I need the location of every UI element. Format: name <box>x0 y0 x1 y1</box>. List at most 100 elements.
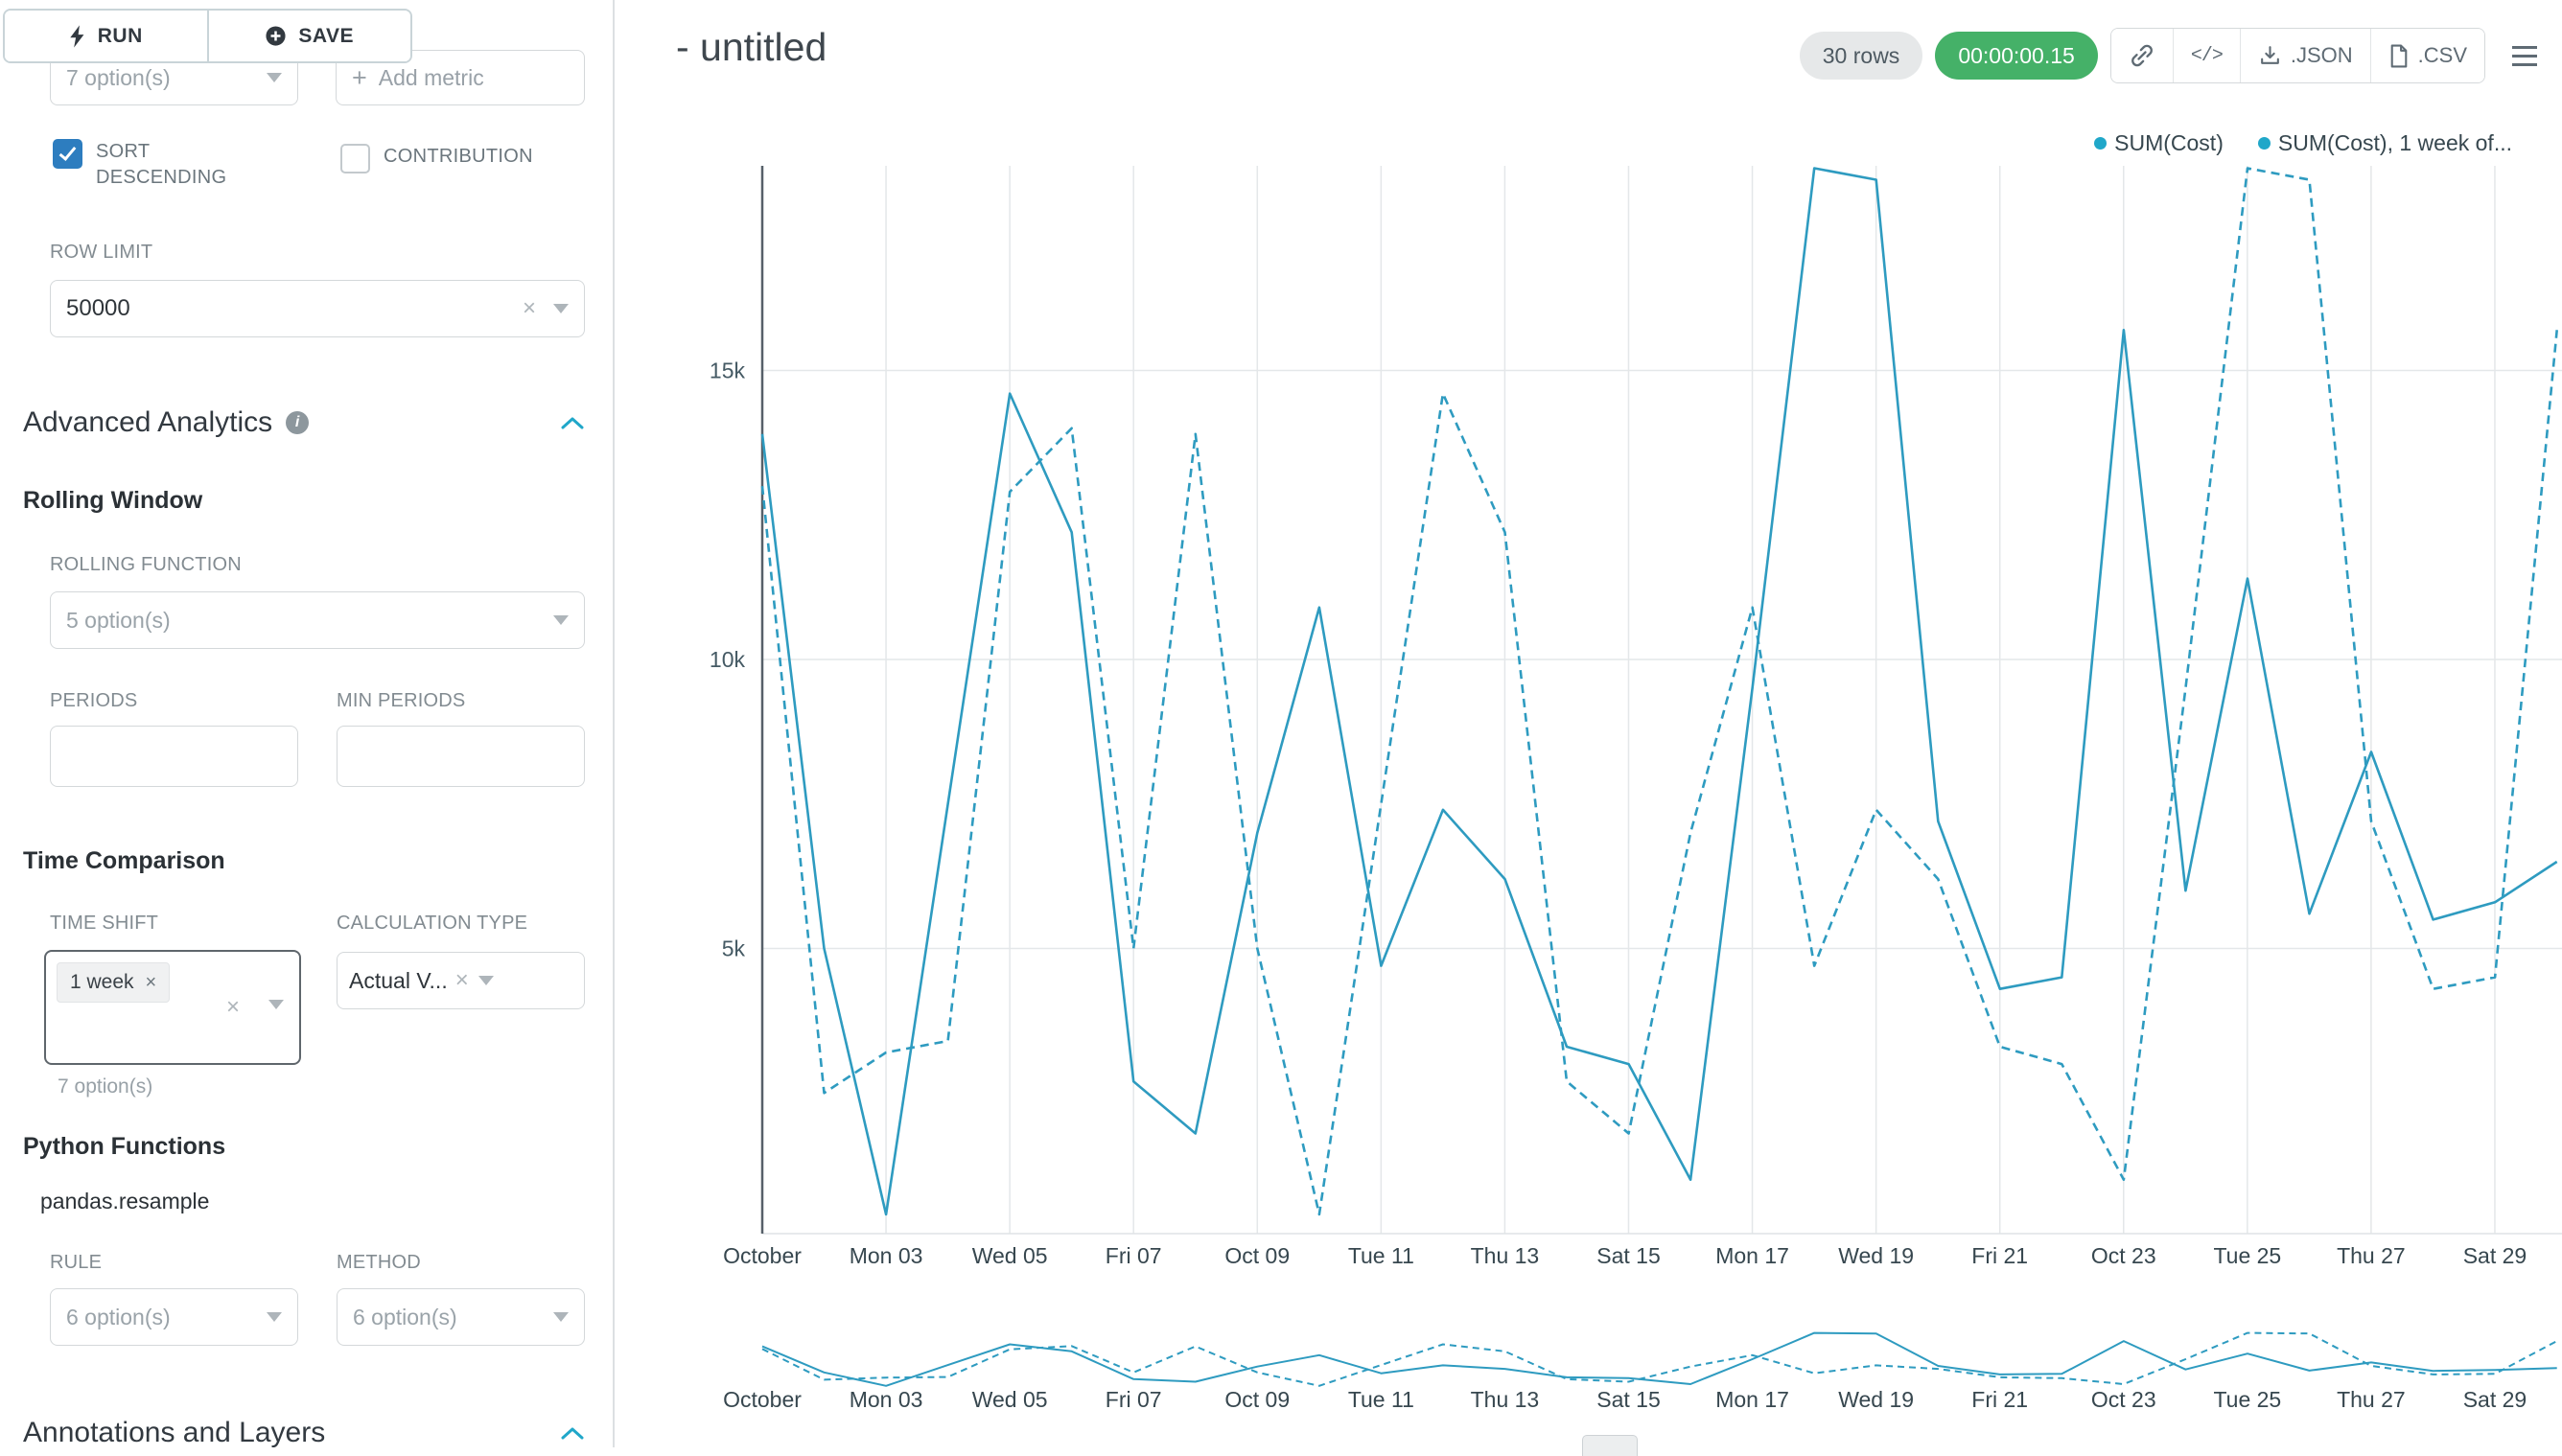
export-json-label: .JSON <box>2290 43 2353 67</box>
row-limit-select[interactable]: 50000 × <box>50 280 585 337</box>
chart-title[interactable]: - untitled <box>676 25 827 69</box>
python-functions-title: Python Functions <box>23 1133 226 1160</box>
svg-text:Wed 19: Wed 19 <box>1838 1387 1914 1412</box>
plus-icon: + <box>352 62 367 92</box>
time-shift-tag-label: 1 week <box>70 971 134 993</box>
svg-text:Thu 27: Thu 27 <box>2337 1243 2406 1268</box>
sort-descending-control: SORT DESCENDING <box>53 139 292 191</box>
svg-text:Oct 09: Oct 09 <box>1224 1387 1290 1412</box>
clear-icon[interactable]: × <box>454 967 469 993</box>
caret-down-icon[interactable] <box>553 615 569 625</box>
remove-tag-icon[interactable]: × <box>145 972 157 993</box>
hamburger-icon <box>2512 54 2537 58</box>
embed-code-button[interactable]: </> <box>2172 29 2240 82</box>
check-icon <box>58 143 77 161</box>
legend-item-sum-cost[interactable]: SUM(Cost) <box>2094 130 2224 156</box>
svg-text:Thu 13: Thu 13 <box>1471 1387 1540 1412</box>
legend-item-sum-cost-offset[interactable]: SUM(Cost), 1 week of... <box>2257 130 2512 156</box>
rolling-function-select[interactable]: 5 option(s) <box>50 591 585 649</box>
export-toolbar: </> .JSON .CSV <box>2109 28 2485 83</box>
series-dot-icon <box>2094 137 2108 150</box>
clear-icon[interactable]: × <box>522 295 536 321</box>
sort-descending-checkbox[interactable] <box>53 139 82 169</box>
svg-text:15k: 15k <box>710 358 746 383</box>
info-icon[interactable]: i <box>286 411 310 434</box>
caret-down-icon[interactable] <box>477 976 494 985</box>
svg-text:Mon 17: Mon 17 <box>1715 1243 1789 1268</box>
row-limit-value: 50000 <box>66 295 130 321</box>
svg-text:Sat 29: Sat 29 <box>2463 1243 2527 1268</box>
annotations-title: Annotations and Layers <box>23 1417 326 1448</box>
add-metric-label: Add metric <box>378 64 484 90</box>
svg-text:Fri 21: Fri 21 <box>1971 1387 2028 1412</box>
legend-label: SUM(Cost) <box>2114 130 2224 155</box>
svg-text:Mon 17: Mon 17 <box>1715 1387 1789 1412</box>
svg-text:Thu 27: Thu 27 <box>2337 1387 2406 1412</box>
svg-text:Tue 11: Tue 11 <box>1348 1387 1414 1412</box>
chevron-up-icon[interactable] <box>560 415 585 430</box>
export-json-button[interactable]: .JSON <box>2239 29 2370 82</box>
export-csv-button[interactable]: .CSV <box>2369 29 2484 82</box>
copy-link-button[interactable] <box>2110 29 2173 82</box>
cost-time-series-chart[interactable]: 5k 10k 15k October Mon 03 Wed 05 Fri 07 Oct 09 T… <box>615 0 2562 1289</box>
time-shift-select[interactable]: 1 week × × <box>44 950 301 1065</box>
time-shift-tag: 1 week × <box>57 962 171 1003</box>
caret-down-icon[interactable] <box>553 1312 569 1322</box>
query-timer-badge: 00:00:00.15 <box>1935 32 2098 80</box>
pandas-resample-label: pandas.resample <box>40 1189 210 1213</box>
row-count-badge: 30 rows <box>1799 32 1923 80</box>
control-panel: RUN SAVE 7 option(s) + Add metric SORT D… <box>0 0 615 1449</box>
periods-input[interactable] <box>50 726 298 787</box>
svg-text:Thu 13: Thu 13 <box>1471 1243 1540 1268</box>
caret-down-icon[interactable] <box>267 73 282 82</box>
metrics-select-value: 7 option(s) <box>66 64 171 90</box>
svg-text:October: October <box>723 1243 802 1268</box>
chevron-up-icon[interactable] <box>560 1425 585 1441</box>
save-button-label: SAVE <box>298 24 355 47</box>
chart-area: - untitled 30 rows 00:00:00.15 </> .JSON <box>615 0 2562 1456</box>
min-periods-label: MIN PERIODS <box>337 690 466 711</box>
sort-descending-label: SORT DESCENDING <box>96 141 227 188</box>
export-csv-label: .CSV <box>2417 43 2467 67</box>
save-button[interactable]: SAVE <box>206 11 410 61</box>
svg-text:5k: 5k <box>722 936 746 961</box>
lightning-icon <box>69 24 86 48</box>
svg-text:10k: 10k <box>710 647 746 672</box>
rolling-window-title: Rolling Window <box>23 487 203 514</box>
results-pane-handle[interactable] <box>1582 1435 1638 1456</box>
calculation-type-value: Actual V... <box>349 967 448 993</box>
caret-down-icon[interactable] <box>268 1000 284 1009</box>
rule-value: 6 option(s) <box>66 1304 171 1329</box>
calculation-type-label: CALCULATION TYPE <box>337 913 528 934</box>
svg-text:Mon 03: Mon 03 <box>850 1387 923 1412</box>
caret-down-icon[interactable] <box>553 304 569 313</box>
plus-circle-icon <box>265 25 287 47</box>
annotations-section-header: Annotations and Layers <box>23 1417 585 1449</box>
caret-down-icon[interactable] <box>267 1312 282 1322</box>
rule-label: RULE <box>50 1252 103 1273</box>
svg-text:Fri 07: Fri 07 <box>1106 1387 1162 1412</box>
time-series-preview-chart[interactable]: October Mon 03 Wed 05 Fri 07 Oct 09 Tue 11 Thu… <box>615 1289 2562 1447</box>
run-button-label: RUN <box>97 24 143 47</box>
svg-text:Wed 05: Wed 05 <box>972 1387 1048 1412</box>
menu-button[interactable] <box>2498 28 2551 83</box>
min-periods-input[interactable] <box>337 726 585 787</box>
time-shift-label: TIME SHIFT <box>50 913 159 934</box>
svg-text:Sat 15: Sat 15 <box>1596 1387 1661 1412</box>
contribution-checkbox[interactable] <box>340 144 370 173</box>
advanced-analytics-section-header: Advanced Analytics i <box>23 406 585 439</box>
svg-text:Wed 19: Wed 19 <box>1838 1243 1914 1268</box>
calculation-type-select[interactable]: Actual V... × <box>337 952 585 1009</box>
rule-select[interactable]: 6 option(s) <box>50 1288 298 1346</box>
time-comparison-title: Time Comparison <box>23 847 225 874</box>
rolling-function-label: ROLLING FUNCTION <box>50 554 242 575</box>
contribution-label: CONTRIBUTION <box>384 146 533 167</box>
method-value: 6 option(s) <box>353 1304 457 1329</box>
method-label: METHOD <box>337 1252 421 1273</box>
link-icon <box>2129 42 2155 69</box>
clear-icon[interactable]: × <box>225 994 240 1020</box>
method-select[interactable]: 6 option(s) <box>337 1288 585 1346</box>
run-button[interactable]: RUN <box>5 11 207 61</box>
contribution-control: CONTRIBUTION <box>340 144 533 173</box>
row-limit-label: ROW LIMIT <box>50 242 153 263</box>
